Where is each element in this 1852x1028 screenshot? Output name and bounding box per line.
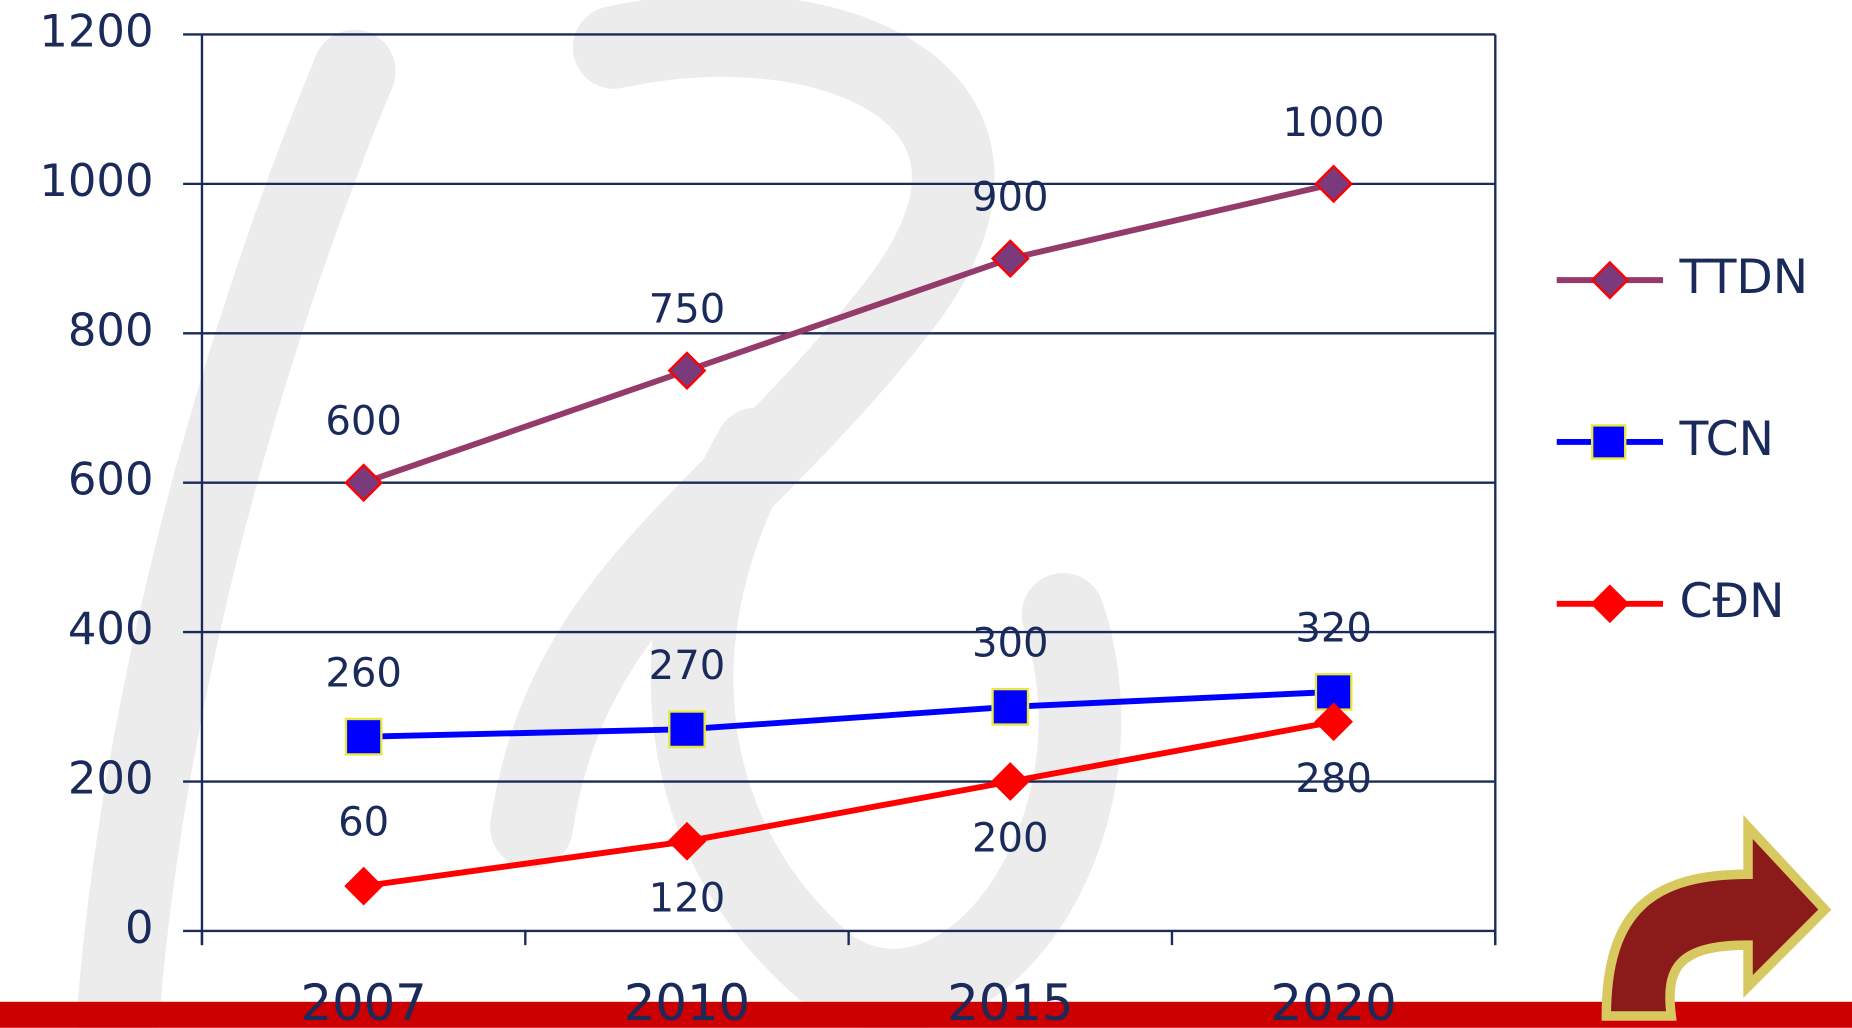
legend-label: TCN xyxy=(1679,412,1774,467)
marker xyxy=(993,764,1028,799)
marker xyxy=(993,241,1028,276)
legend-label: CĐN xyxy=(1680,574,1785,629)
y-tick-label: 400 xyxy=(68,602,154,655)
legend-marker xyxy=(1592,586,1627,621)
marker xyxy=(669,712,704,747)
marker xyxy=(669,353,704,388)
marker xyxy=(993,689,1028,724)
data-label: 270 xyxy=(649,643,726,689)
data-label: 280 xyxy=(1295,756,1372,802)
y-tick-label: 1200 xyxy=(39,4,153,57)
marker xyxy=(1316,166,1351,201)
data-label: 120 xyxy=(649,875,726,921)
footer-bar xyxy=(0,1002,1852,1028)
x-tick-label: 2020 xyxy=(1271,974,1397,1028)
legend-marker xyxy=(1592,262,1627,297)
y-tick-label: 0 xyxy=(125,901,154,954)
page: 0 200 400 600 800 1000 1200 2007 2010 2015 2020 600… xyxy=(0,0,1852,1028)
y-tick-label: 1000 xyxy=(39,154,153,207)
data-label: 320 xyxy=(1295,605,1372,651)
marker xyxy=(346,868,381,903)
data-label: 300 xyxy=(972,620,1049,666)
data-label: 60 xyxy=(338,800,389,846)
chart: 0 200 400 600 800 1000 1200 2007 2010 2015 2020 600… xyxy=(0,0,1852,1028)
marker xyxy=(346,465,381,500)
x-tick-label: 2015 xyxy=(947,974,1073,1028)
watermark xyxy=(118,36,1080,1016)
legend-label: TTDN xyxy=(1679,250,1809,305)
x-tick-label: 2007 xyxy=(301,974,427,1028)
data-label: 1000 xyxy=(1283,100,1385,146)
x-tick-label: 2010 xyxy=(624,974,750,1028)
marker xyxy=(346,719,381,754)
legend-marker xyxy=(1592,425,1625,458)
data-label: 260 xyxy=(325,650,402,696)
data-label: 900 xyxy=(972,175,1049,221)
series-line xyxy=(364,692,1334,737)
y-tick-label: 200 xyxy=(68,752,154,805)
data-label: 600 xyxy=(325,399,402,445)
data-label: 200 xyxy=(972,816,1049,862)
data-label: 750 xyxy=(649,287,726,333)
y-tick-label: 800 xyxy=(68,303,154,356)
arrow-icon xyxy=(1606,827,1825,1016)
y-tick-label: 600 xyxy=(68,453,154,506)
